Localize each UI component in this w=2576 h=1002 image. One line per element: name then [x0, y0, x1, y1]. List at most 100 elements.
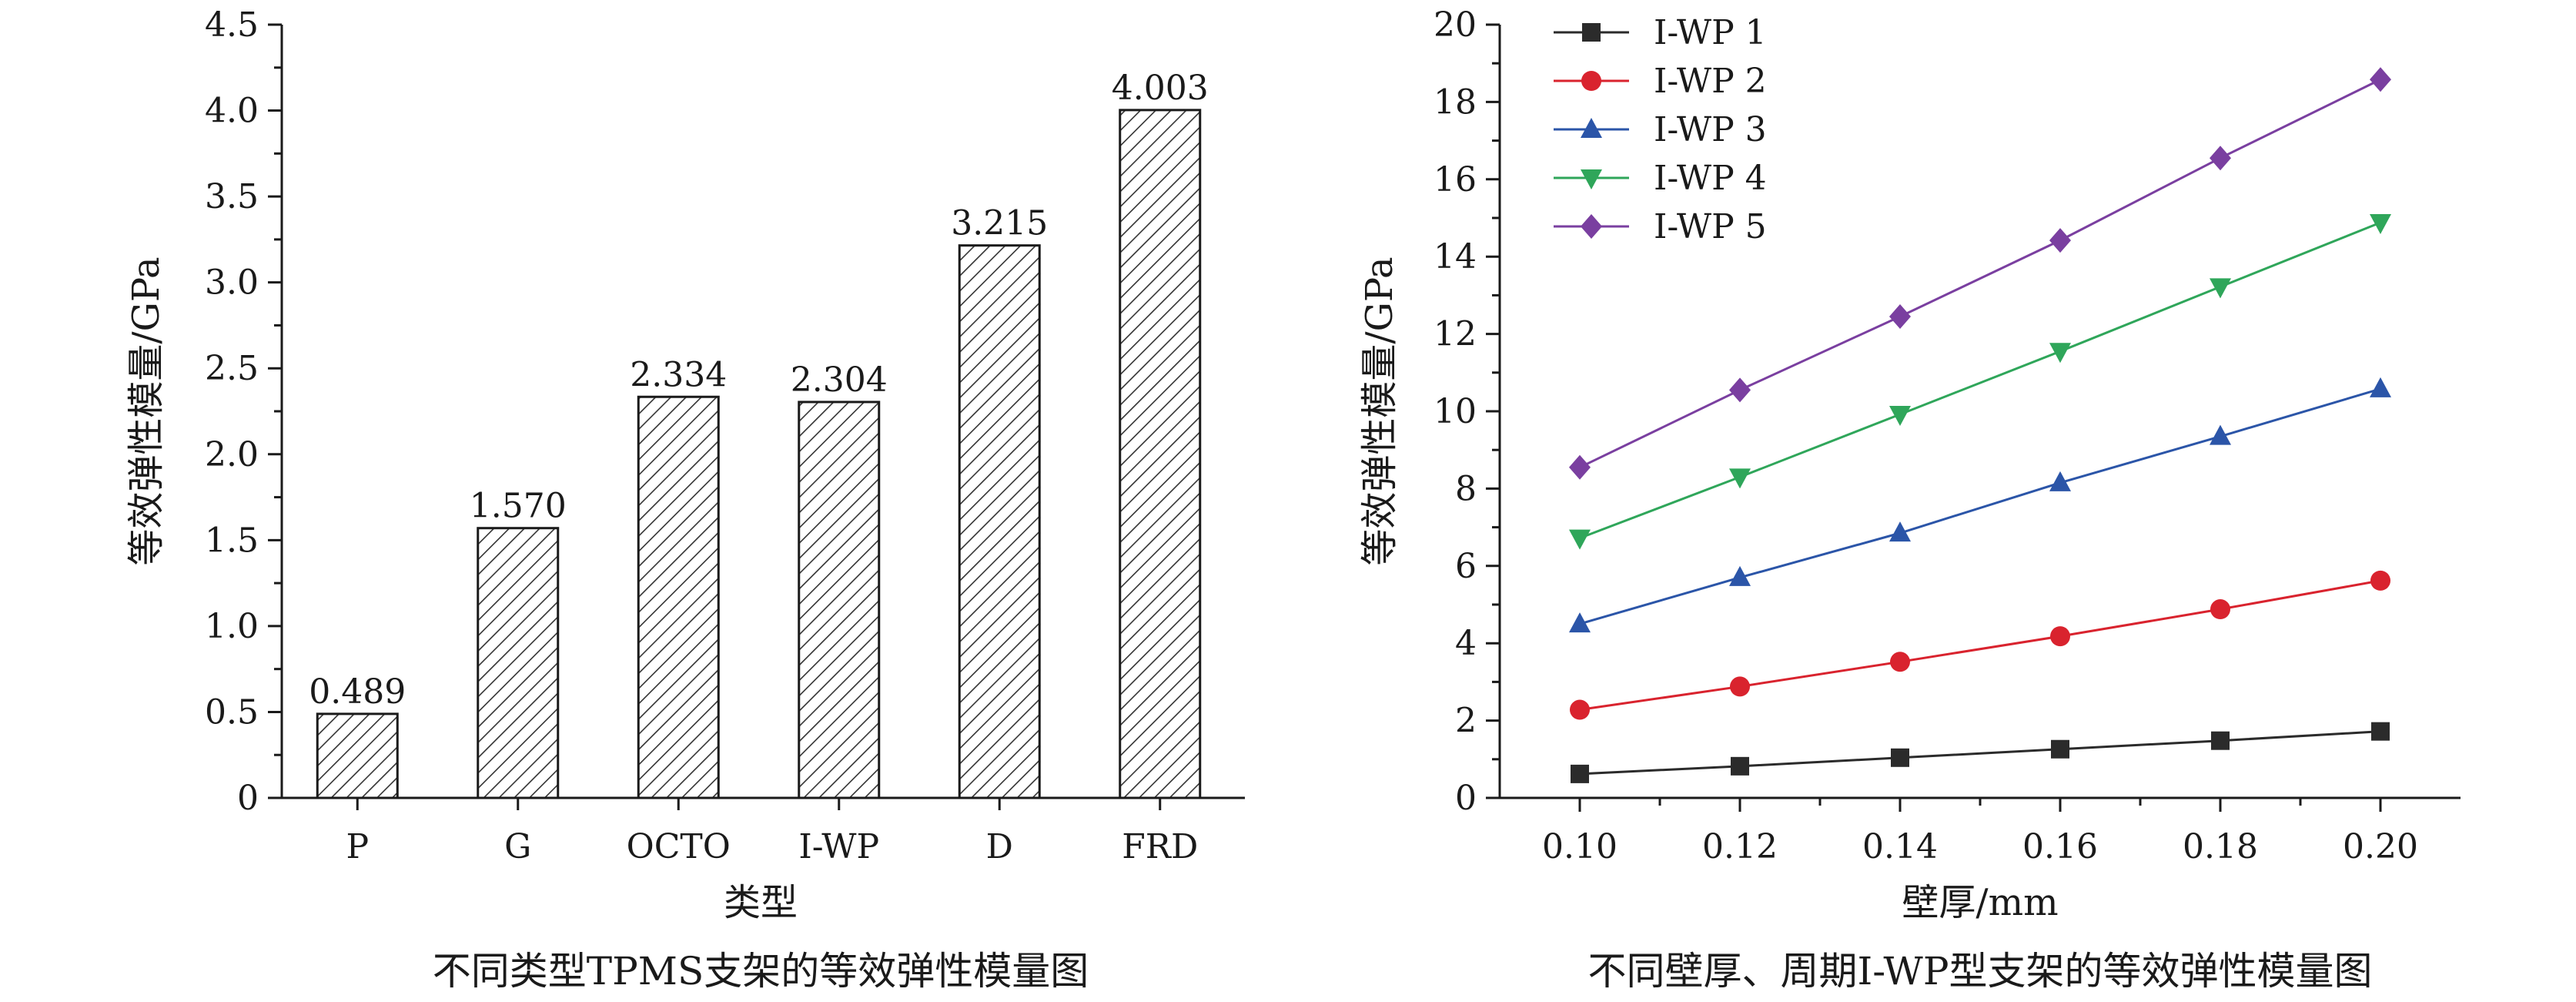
bar-x-tick-label: D — [986, 827, 1013, 866]
series-point-iwp-1 — [1891, 748, 1909, 767]
series-point-iwp-3 — [2370, 377, 2391, 397]
bar-y-tick-label: 0 — [237, 779, 259, 818]
series-point-iwp-1 — [1571, 764, 1589, 783]
bar — [958, 244, 1041, 799]
bar-y-tick-label: 2.5 — [205, 349, 259, 388]
legend-label: I-WP 3 — [1654, 110, 1767, 149]
series-point-iwp-3 — [1569, 612, 1591, 633]
bar-chart-caption: 不同类型TPMS支架的等效弹性模量图 — [433, 949, 1089, 994]
line-x-tick-label: 0.14 — [1862, 827, 1938, 866]
bar-x-tick-label: G — [504, 827, 531, 866]
legend-marker — [1581, 71, 1601, 91]
line-y-tick-label: 20 — [1434, 5, 1477, 45]
line-x-axis-title: 壁厚/mm — [1902, 881, 2058, 924]
series-point-iwp-5 — [1889, 304, 1911, 330]
line-y-tick-label: 14 — [1434, 237, 1477, 276]
bar-value-label: 2.304 — [791, 360, 888, 400]
series-point-iwp-4 — [2370, 214, 2391, 235]
line-x-tick-label: 0.10 — [1542, 827, 1618, 866]
series-point-iwp-5 — [1569, 454, 1591, 480]
bar-y-tick-label: 3.0 — [205, 263, 259, 303]
bar-value-label: 4.003 — [1112, 69, 1209, 108]
series-line-iwp-4 — [1579, 221, 2381, 540]
series-line-iwp-3 — [1579, 387, 2381, 625]
legend-marker — [1582, 23, 1601, 42]
series-line-iwp-2 — [1579, 579, 2381, 712]
bar-y-tick-label: 4.0 — [205, 92, 259, 131]
series-point-iwp-3 — [1729, 565, 1751, 586]
bar-x-tick-label: OCTO — [627, 827, 731, 866]
bar-y-tick-label: 1.5 — [205, 521, 259, 560]
bar-value-label: 3.215 — [951, 204, 1048, 243]
series-point-iwp-5 — [2049, 228, 2071, 253]
legend-label: I-WP 5 — [1654, 207, 1767, 246]
line-y-tick-label: 8 — [1455, 469, 1477, 508]
bar — [477, 527, 560, 799]
line-chart-caption: 不同壁厚、周期I-WP型支架的等效弹性模量图 — [1588, 949, 2373, 994]
legend-marker — [1581, 169, 1602, 189]
bar-value-label: 2.334 — [630, 355, 727, 394]
series-point-iwp-3 — [1889, 521, 1911, 542]
line-chart: 0 2 4 6 8 10 12 14 16 18 20 0.10 0.12 0.14 0.16 0.18 0.2… — [1358, 5, 2461, 994]
series-point-iwp-5 — [1729, 377, 1751, 403]
series-point-iwp-1 — [2371, 722, 2390, 741]
line-y-tick-label: 10 — [1434, 392, 1477, 431]
line-y-tick-label: 0 — [1455, 779, 1477, 818]
bar-chart: 0 0.5 1.0 1.5 2.0 2.5 3.0 3.5 4.0 4.5 0.489 P 1.570 G… — [125, 5, 1245, 994]
bar — [1119, 109, 1202, 799]
line-y-tick-label: 6 — [1455, 547, 1477, 586]
legend-marker — [1581, 214, 1602, 239]
bar-value-label: 1.570 — [470, 487, 567, 526]
line-y-tick-label: 2 — [1455, 702, 1477, 741]
series-point-iwp-4 — [1729, 468, 1751, 489]
series-point-iwp-1 — [2211, 731, 2230, 750]
bar-x-tick-label: FRD — [1122, 827, 1198, 866]
line-y-tick-label: 18 — [1434, 82, 1477, 122]
bar-y-tick-label: 1.0 — [205, 607, 259, 646]
series-point-iwp-2 — [2370, 570, 2390, 591]
bar — [798, 400, 881, 799]
bar-y-tick-label: 4.5 — [205, 5, 259, 45]
line-x-tick-label: 0.18 — [2183, 827, 2258, 866]
bar-y-tick-label: 2.0 — [205, 435, 259, 474]
legend-label: I-WP 4 — [1654, 159, 1767, 198]
line-y-tick-label: 12 — [1434, 315, 1477, 354]
line-y-tick-label: 4 — [1455, 624, 1477, 663]
series-point-iwp-4 — [2049, 343, 2071, 364]
line-x-tick-label: 0.16 — [2022, 827, 2098, 866]
series-point-iwp-2 — [2210, 599, 2230, 620]
series-point-iwp-4 — [1569, 529, 1591, 550]
series-point-iwp-1 — [2051, 739, 2069, 759]
legend-label: I-WP 1 — [1654, 13, 1767, 52]
bar — [637, 395, 720, 799]
series-point-iwp-1 — [1731, 756, 1749, 776]
legend-marker — [1581, 118, 1602, 138]
bar-y-tick-label: 0.5 — [205, 692, 259, 732]
line-x-tick-label: 0.20 — [2343, 827, 2418, 866]
series-point-iwp-3 — [2049, 471, 2071, 491]
bar — [316, 712, 399, 799]
series-line-iwp-1 — [1579, 730, 2381, 776]
series-point-iwp-5 — [2210, 146, 2231, 171]
series-point-iwp-2 — [1730, 676, 1750, 697]
series-point-iwp-4 — [2210, 278, 2231, 299]
series-point-iwp-4 — [1889, 406, 1911, 427]
bar-value-label: 0.489 — [309, 672, 406, 712]
legend-label: I-WP 2 — [1654, 62, 1767, 101]
series-point-iwp-2 — [1890, 652, 1910, 672]
series-point-iwp-2 — [2050, 626, 2070, 647]
bar-x-tick-label: P — [346, 827, 369, 866]
series-point-iwp-2 — [1570, 699, 1590, 720]
bar-y-axis-title: 等效弹性模量/GPa — [125, 256, 168, 565]
series-line-iwp-5 — [1579, 78, 2381, 469]
series-point-iwp-3 — [2210, 424, 2231, 445]
line-y-tick-label: 16 — [1434, 160, 1477, 199]
line-y-axis-title: 等效弹性模量/GPa — [1358, 256, 1401, 565]
bar-x-axis-title: 类型 — [724, 881, 798, 924]
series-point-iwp-5 — [2370, 67, 2391, 92]
bar-y-tick-label: 3.5 — [205, 177, 259, 216]
bar-x-tick-label: I-WP — [798, 827, 879, 866]
line-x-tick-label: 0.12 — [1702, 827, 1778, 866]
